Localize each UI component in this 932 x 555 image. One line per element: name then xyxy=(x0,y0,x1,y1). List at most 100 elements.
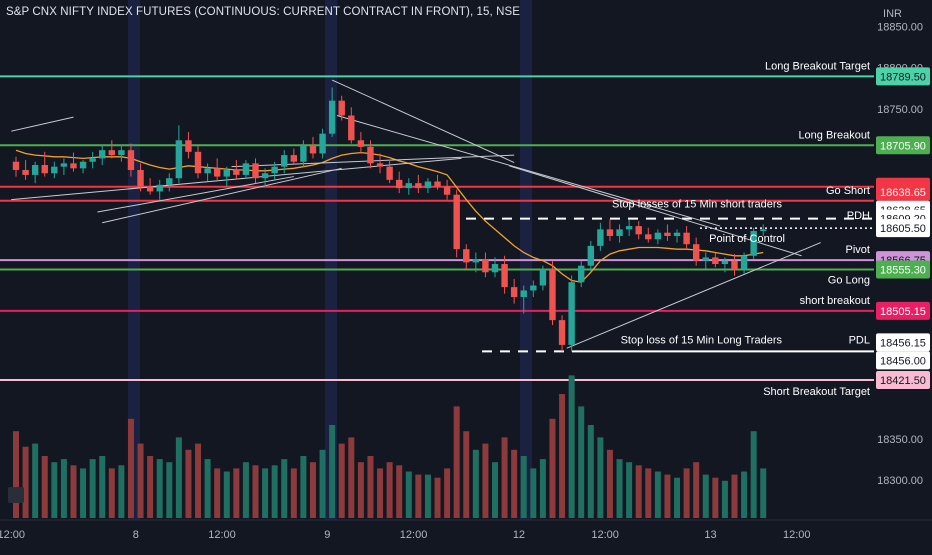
candle[interactable] xyxy=(242,163,250,175)
candle[interactable] xyxy=(166,178,173,185)
candle[interactable] xyxy=(750,231,757,256)
candle[interactable] xyxy=(213,168,221,177)
candle[interactable] xyxy=(12,161,20,170)
candle[interactable] xyxy=(261,173,269,179)
candle[interactable] xyxy=(587,245,594,266)
candle[interactable] xyxy=(692,244,700,261)
volume-bar xyxy=(654,471,661,518)
candle[interactable] xyxy=(60,163,68,167)
candle[interactable] xyxy=(386,166,393,180)
candle[interactable] xyxy=(606,229,614,236)
volume-bar xyxy=(587,425,594,518)
candle[interactable] xyxy=(539,268,547,286)
candle[interactable] xyxy=(443,186,451,195)
candle[interactable] xyxy=(702,257,709,261)
candle[interactable] xyxy=(300,145,307,162)
candle[interactable] xyxy=(424,181,432,189)
candle[interactable] xyxy=(434,181,441,187)
candle[interactable] xyxy=(635,226,642,235)
candle[interactable] xyxy=(271,166,278,174)
candle[interactable] xyxy=(127,150,135,170)
candle[interactable] xyxy=(70,163,77,169)
candle[interactable] xyxy=(233,169,240,175)
candle[interactable] xyxy=(673,232,681,236)
candle[interactable] xyxy=(510,287,518,298)
candle[interactable] xyxy=(453,194,460,250)
candle[interactable] xyxy=(616,229,623,236)
candle[interactable] xyxy=(721,260,729,265)
trend-line[interactable] xyxy=(336,115,721,227)
candle[interactable] xyxy=(712,257,719,265)
candle[interactable] xyxy=(118,150,125,156)
candle[interactable] xyxy=(568,282,575,345)
candle[interactable] xyxy=(146,186,154,192)
candle[interactable] xyxy=(501,264,508,288)
candle[interactable] xyxy=(185,140,192,152)
candle[interactable] xyxy=(175,140,183,179)
candle[interactable] xyxy=(319,133,326,154)
candle[interactable] xyxy=(376,163,384,167)
volume-bar xyxy=(271,465,278,518)
candle[interactable] xyxy=(79,161,87,169)
candle[interactable] xyxy=(252,163,259,179)
volume-bar xyxy=(693,462,700,518)
chart-title: S&P CNX NIFTY INDEX FUTURES (CONTINUOUS:… xyxy=(6,6,521,18)
candle[interactable] xyxy=(99,150,106,159)
volume-bar xyxy=(511,449,518,518)
candle[interactable] xyxy=(625,226,633,230)
candle[interactable] xyxy=(405,183,412,189)
volume-bar xyxy=(741,471,748,518)
candle[interactable] xyxy=(22,169,29,175)
candle[interactable] xyxy=(664,232,671,236)
trend-line[interactable] xyxy=(102,167,342,224)
candle[interactable] xyxy=(204,168,211,174)
candle[interactable] xyxy=(491,264,499,273)
trend-line[interactable] xyxy=(97,176,294,213)
candle[interactable] xyxy=(654,232,662,240)
price-tag xyxy=(876,301,930,320)
candle[interactable] xyxy=(396,179,403,189)
candle[interactable] xyxy=(328,100,336,134)
candle[interactable] xyxy=(463,249,470,263)
candle[interactable] xyxy=(731,260,738,269)
volume-indicator-icon[interactable] xyxy=(8,487,24,503)
candle[interactable] xyxy=(338,100,345,116)
volume-bar xyxy=(309,462,316,518)
candle[interactable] xyxy=(290,155,298,162)
trend-line[interactable] xyxy=(11,116,74,132)
candle[interactable] xyxy=(223,169,230,177)
candle[interactable] xyxy=(520,290,527,298)
candle[interactable] xyxy=(367,146,374,164)
candle[interactable] xyxy=(348,115,355,141)
candle[interactable] xyxy=(194,151,202,174)
trend-line[interactable] xyxy=(331,79,515,163)
candle[interactable] xyxy=(760,229,767,232)
candle[interactable] xyxy=(645,234,652,240)
candle[interactable] xyxy=(309,145,317,154)
volume-bar xyxy=(520,456,527,518)
candle[interactable] xyxy=(530,285,537,291)
candle[interactable] xyxy=(357,140,365,147)
candle[interactable] xyxy=(108,150,115,156)
candle[interactable] xyxy=(51,166,58,174)
candle[interactable] xyxy=(578,265,585,283)
candle[interactable] xyxy=(281,155,288,167)
candle[interactable] xyxy=(482,259,489,273)
volume-bar xyxy=(415,474,422,518)
candle[interactable] xyxy=(558,320,566,345)
candle[interactable] xyxy=(156,184,163,192)
candle[interactable] xyxy=(549,268,556,321)
candle[interactable] xyxy=(415,183,422,189)
candle[interactable] xyxy=(597,229,604,246)
candle[interactable] xyxy=(740,255,748,269)
candle[interactable] xyxy=(41,165,48,174)
candle[interactable] xyxy=(472,259,480,263)
level-label: Point of Control xyxy=(709,233,785,245)
candle[interactable] xyxy=(137,169,144,187)
candle[interactable] xyxy=(89,158,96,162)
candle[interactable] xyxy=(683,232,690,245)
candle[interactable] xyxy=(31,165,39,175)
trend-line[interactable] xyxy=(566,242,821,349)
